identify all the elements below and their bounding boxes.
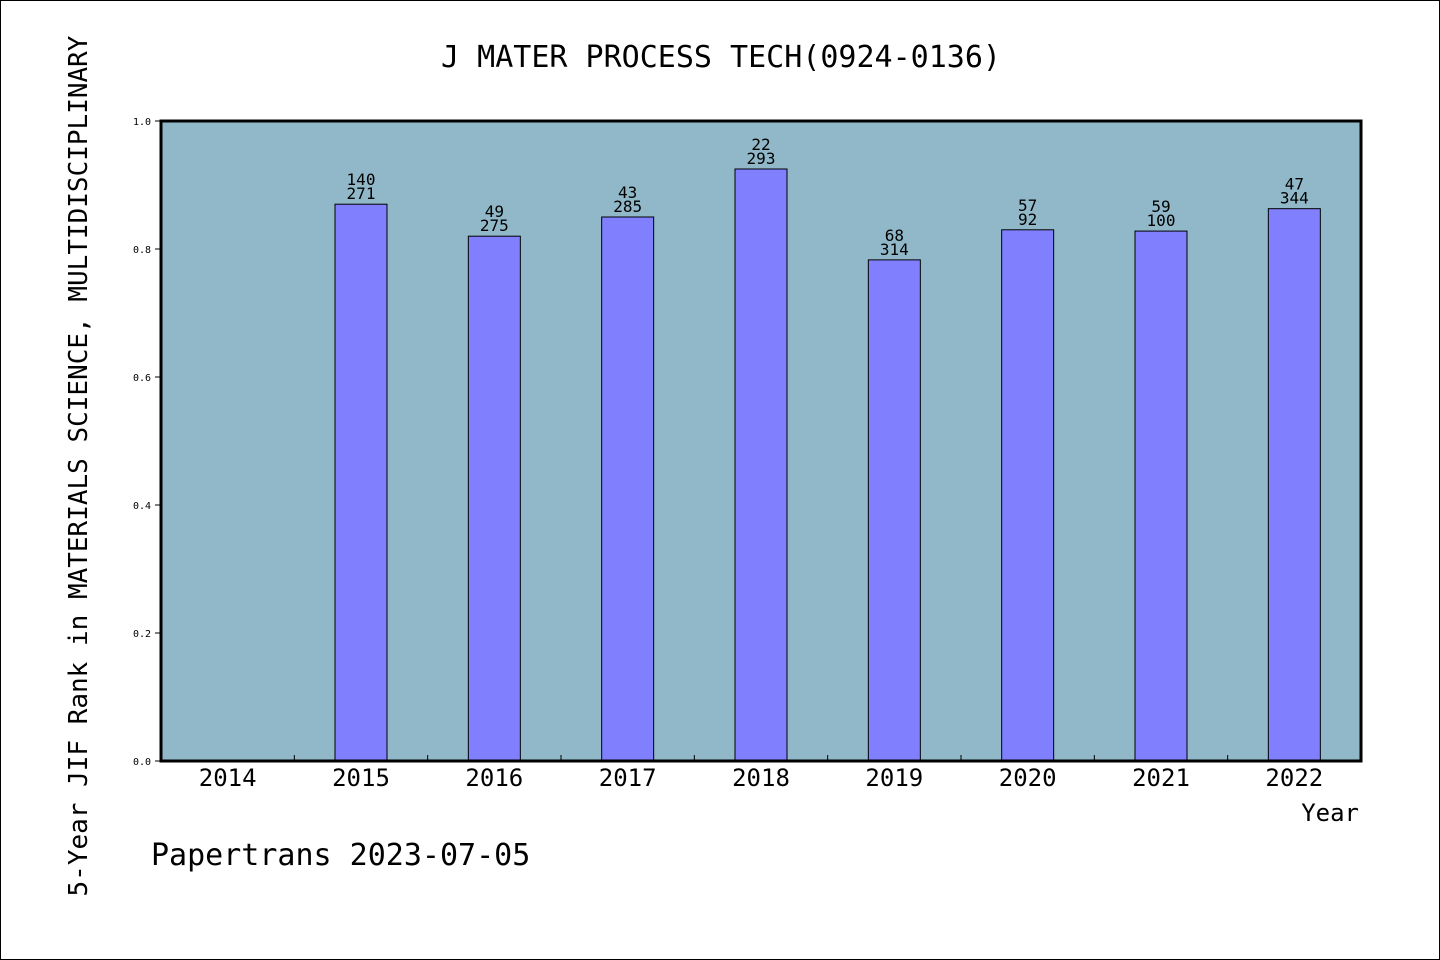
bar-rank-label-2020: 57 bbox=[1018, 196, 1037, 215]
bar-rank-label-2017: 43 bbox=[618, 183, 637, 202]
bar-total-label-2022: 344 bbox=[1280, 189, 1309, 208]
bar-total-label-2020: 92 bbox=[1018, 210, 1037, 229]
x-tick-label-2021: 2021 bbox=[1132, 764, 1190, 792]
x-tick-label-2015: 2015 bbox=[332, 764, 390, 792]
bar-2016 bbox=[467, 235, 521, 762]
chart-title: J MATER PROCESS TECH(0924-0136) bbox=[441, 40, 1001, 75]
y-tick-label-0.4: 0.4 bbox=[133, 501, 151, 512]
footer-credit: Papertrans 2023-07-05 bbox=[151, 838, 530, 873]
y-tick-label-0.8: 0.8 bbox=[133, 245, 151, 256]
y-tick-label-0.0: 0.0 bbox=[133, 757, 151, 768]
y-axis-label: 5-Year JIF Rank in MATERIALS SCIENCE, MU… bbox=[64, 35, 94, 896]
bar-2015 bbox=[334, 203, 388, 762]
bar-2018 bbox=[734, 168, 788, 762]
bar-2022 bbox=[1267, 208, 1321, 762]
bar-rank-label-2016: 49 bbox=[485, 202, 504, 221]
x-axis-label: Year bbox=[1301, 799, 1359, 827]
x-tick-label-2019: 2019 bbox=[865, 764, 923, 792]
bar-rank-label-2018: 22 bbox=[751, 135, 770, 154]
plot-frame bbox=[159, 119, 1363, 763]
y-tick-label-0.6: 0.6 bbox=[133, 373, 151, 384]
x-tick-label-2017: 2017 bbox=[599, 764, 657, 792]
x-tick-label-2016: 2016 bbox=[465, 764, 523, 792]
bar-rank-label-2015: 140 bbox=[347, 170, 376, 189]
x-tick-label-2018: 2018 bbox=[732, 764, 790, 792]
bar-total-label-2018: 293 bbox=[747, 149, 776, 168]
bar-total-label-2015: 271 bbox=[347, 184, 376, 203]
bar-total-label-2019: 314 bbox=[880, 240, 909, 259]
bar-rank-label-2019: 68 bbox=[885, 226, 904, 245]
x-tick-label-2022: 2022 bbox=[1265, 764, 1323, 792]
y-tick-label-1.0: 1.0 bbox=[133, 117, 151, 128]
bar-rank-label-2021: 59 bbox=[1151, 197, 1170, 216]
bar-total-label-2017: 285 bbox=[613, 197, 642, 216]
x-tick-label-2020: 2020 bbox=[999, 764, 1057, 792]
bar-2019 bbox=[867, 259, 921, 762]
bar-2020 bbox=[1001, 229, 1055, 762]
bar-total-label-2016: 275 bbox=[480, 216, 509, 235]
x-ticks-group: 2014 2015 2016 2017 2018 2019 2020 2021 2022 bbox=[199, 755, 1323, 792]
bar-total-label-2021: 100 bbox=[1147, 211, 1176, 230]
y-tick-label-0.2: 0.2 bbox=[133, 629, 151, 640]
x-tick-label-2014: 2014 bbox=[199, 764, 257, 792]
bar-2017 bbox=[601, 216, 655, 762]
bar-rank-label-2022: 47 bbox=[1285, 175, 1304, 194]
bar-2021 bbox=[1134, 230, 1188, 762]
y-ticks-group: 0.0 0.2 0.4 0.6 0.8 1.0 bbox=[133, 117, 161, 768]
